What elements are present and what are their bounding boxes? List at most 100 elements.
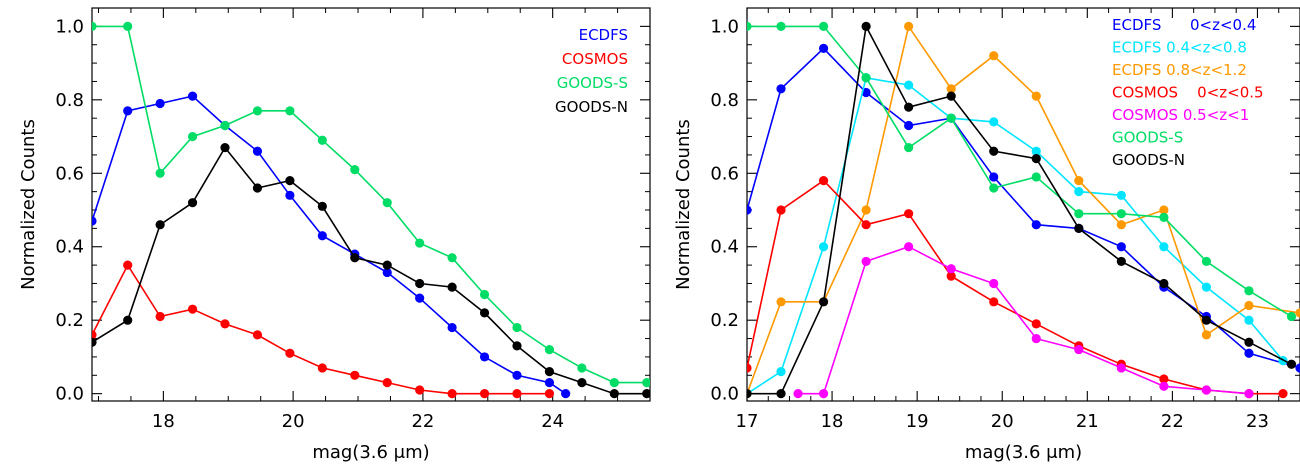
x-tick-label: 18: [821, 411, 844, 432]
data-point: [187, 304, 198, 314]
data-point: [187, 131, 198, 142]
y-tick-label: 0.4: [55, 237, 84, 258]
data-point: [382, 198, 392, 208]
data-point: [793, 389, 803, 399]
data-point: [1278, 389, 1288, 399]
data-point: [512, 370, 522, 380]
data-point: [1116, 220, 1126, 230]
data-point: [1244, 300, 1254, 311]
legend-entry: ECDFS 0<z<0.4: [1112, 16, 1256, 34]
data-point: [252, 146, 263, 156]
data-point: [285, 348, 295, 358]
data-point: [155, 220, 165, 230]
data-point: [1159, 278, 1169, 289]
data-point: [252, 183, 263, 193]
y-tick-label: 0.4: [710, 237, 739, 258]
y-axis-title: Normalized Counts: [673, 119, 694, 290]
data-point: [1074, 223, 1084, 233]
series-line: [747, 76, 1284, 395]
x-tick-label: 21: [1076, 411, 1099, 432]
x-tick-label: 17: [736, 411, 759, 432]
series-group: [92, 21, 650, 399]
data-point: [609, 378, 619, 388]
data-point: [415, 278, 425, 289]
data-point: [989, 297, 999, 307]
data-point: [447, 389, 457, 399]
data-point: [818, 21, 829, 31]
data-point: [861, 205, 871, 215]
x-tick-label: 22: [411, 411, 434, 432]
data-point: [1031, 91, 1041, 101]
data-point: [904, 142, 914, 153]
x-tick-label: 23: [1246, 411, 1269, 432]
data-point: [1159, 205, 1169, 215]
data-point: [989, 278, 999, 289]
data-point: [512, 389, 522, 399]
y-tick-label: 0.2: [55, 310, 84, 331]
data-point: [187, 91, 198, 101]
data-point: [1201, 385, 1212, 395]
data-point: [382, 267, 392, 278]
data-point: [1116, 209, 1126, 219]
data-point: [818, 297, 829, 307]
data-point: [187, 198, 198, 208]
data-point: [512, 341, 522, 351]
data-point: [776, 84, 786, 94]
data-point: [350, 370, 360, 380]
data-point: [776, 389, 786, 399]
data-point: [92, 21, 97, 31]
data-point: [776, 297, 786, 307]
data-point: [818, 389, 829, 399]
data-point: [1244, 315, 1254, 325]
data-point: [861, 256, 871, 267]
series-line: [92, 95, 567, 395]
data-point: [776, 21, 786, 31]
y-tick-label: 1.0: [710, 16, 739, 37]
data-point: [861, 21, 871, 31]
data-point: [1244, 389, 1254, 399]
data-point: [904, 102, 914, 112]
data-point: [1159, 381, 1169, 391]
data-point: [1031, 333, 1041, 344]
data-point: [1286, 359, 1297, 369]
data-point: [1159, 212, 1169, 222]
data-point: [642, 389, 650, 399]
data-point: [544, 367, 555, 377]
data-point: [382, 260, 392, 270]
data-point: [479, 289, 490, 300]
data-point: [479, 308, 490, 318]
series-line: [92, 25, 647, 384]
data-point: [747, 21, 752, 31]
y-tick-label: 0.2: [710, 310, 739, 331]
y-tick-label: 0.0: [55, 384, 84, 405]
data-point: [1116, 256, 1126, 267]
x-tick-label: 20: [282, 411, 305, 432]
data-point: [1201, 256, 1212, 267]
data-point: [946, 113, 956, 123]
data-point: [544, 378, 555, 388]
data-point: [904, 209, 914, 219]
data-point: [1295, 363, 1300, 373]
data-point: [1159, 374, 1169, 384]
legend-entry: ECDFS: [579, 26, 628, 44]
data-point: [946, 271, 956, 281]
legend-entry: GOODS-N: [1112, 151, 1185, 169]
data-point: [123, 21, 133, 31]
data-point: [776, 367, 786, 377]
series-line: [798, 245, 1250, 395]
legend-entry: ECDFS 0.8<z<1.2: [1112, 61, 1247, 79]
data-point: [479, 389, 490, 399]
data-point: [1286, 311, 1297, 322]
data-point: [904, 120, 914, 131]
data-point: [155, 168, 165, 178]
left-panel: 0.0 0.2 0.4 0.6 0.8 1.0 18 20 22 24 mag(3.6 μm) Nor…: [18, 7, 651, 463]
plot-frame: [91, 7, 651, 402]
data-point: [1244, 286, 1254, 296]
data-point: [1116, 363, 1126, 373]
right-panel: 0.0 0.2 0.4 0.6 0.8 1.0 17 18 19 20 21 22 23 mag(3.6 …: [673, 7, 1300, 463]
data-point: [1074, 344, 1084, 355]
data-point: [317, 363, 327, 373]
data-point: [577, 378, 587, 388]
data-point: [1074, 176, 1084, 186]
data-point: [561, 389, 571, 399]
